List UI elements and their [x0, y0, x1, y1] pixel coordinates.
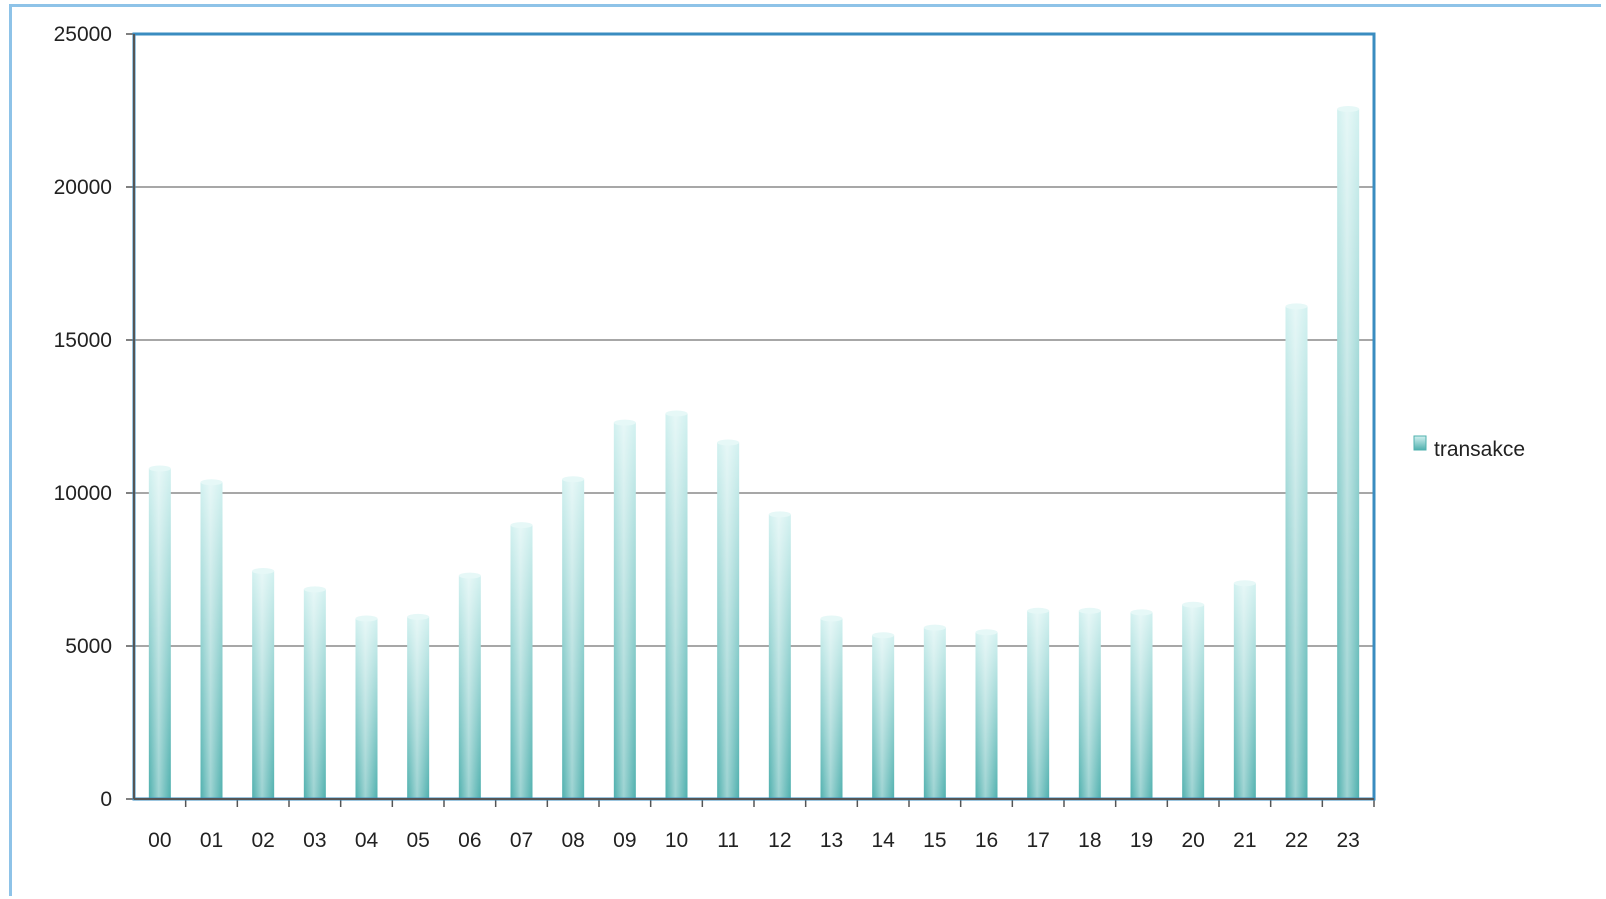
x-tick-label: 01 [200, 829, 223, 852]
bar-cap [355, 615, 378, 622]
bar-highlight [665, 413, 688, 799]
bar-cap [820, 615, 843, 622]
x-tick-label: 00 [148, 829, 171, 852]
bars [148, 105, 1360, 800]
bar-highlight [1130, 612, 1153, 799]
bar-highlight [1285, 306, 1308, 799]
y-tick-label: 0 [100, 788, 112, 811]
bar-cap [975, 629, 998, 636]
x-tick-label: 05 [406, 829, 429, 852]
x-tick-label: 22 [1285, 829, 1308, 852]
bar-highlight [923, 627, 946, 799]
gridlines [134, 186, 1374, 647]
bar-cap [665, 410, 688, 417]
bar-cap [510, 522, 533, 529]
bar-highlight [355, 618, 378, 799]
bar-cap [252, 568, 275, 575]
x-tick-label: 13 [820, 829, 843, 852]
y-tick-label: 5000 [65, 635, 112, 658]
bar-cap [1182, 601, 1205, 608]
y-tick-label: 15000 [54, 329, 112, 352]
bar-highlight [872, 635, 895, 799]
bar-cap [872, 632, 895, 639]
bar-highlight [717, 442, 740, 799]
x-tick-label: 12 [768, 829, 791, 852]
bar-highlight [975, 632, 998, 799]
bar-highlight [768, 514, 791, 799]
x-tick-label: 19 [1130, 829, 1153, 852]
bar-cap [562, 476, 585, 483]
bar-cap [1233, 580, 1256, 587]
bar-cap [148, 465, 171, 472]
x-tick-label: 21 [1233, 829, 1256, 852]
bar-highlight [148, 468, 171, 799]
y-tick-label: 10000 [54, 482, 112, 505]
bar-cap [1027, 607, 1050, 614]
bar-highlight [1078, 610, 1101, 799]
bar-highlight [1027, 610, 1050, 799]
x-tick-label: 18 [1078, 829, 1101, 852]
bar-highlight [200, 482, 223, 799]
x-tick-label: 20 [1181, 829, 1204, 852]
x-tick-label: 16 [975, 829, 998, 852]
x-tick-label: 07 [510, 829, 533, 852]
legend-label: transakce [1434, 438, 1525, 461]
bar-highlight [510, 525, 533, 799]
bar-cap [1130, 609, 1153, 616]
x-tick-label: 09 [613, 829, 636, 852]
bar-highlight [562, 479, 585, 799]
x-tick-label: 02 [251, 829, 274, 852]
x-tick-label: 04 [355, 829, 379, 852]
x-tick-label: 03 [303, 829, 326, 852]
axes [126, 32, 1376, 807]
bar-highlight [1182, 604, 1205, 799]
x-tick-label: 15 [923, 829, 946, 852]
bar-cap [1337, 105, 1360, 112]
bar-highlight [820, 618, 843, 799]
x-tick-label: 23 [1336, 829, 1359, 852]
bar-highlight [252, 571, 275, 799]
bar-cap [458, 572, 481, 579]
legend: transakce [1413, 435, 1525, 461]
x-tick-label: 08 [561, 829, 584, 852]
bar-highlight [407, 616, 430, 799]
bar-cap [303, 586, 326, 593]
bar-cap [200, 479, 223, 486]
x-tick-label: 17 [1026, 829, 1049, 852]
x-tick-label: 06 [458, 829, 481, 852]
bar-cap [1078, 607, 1101, 614]
bar-cap [407, 613, 430, 620]
bar-highlight [303, 589, 326, 799]
bar-cap [1285, 303, 1308, 310]
y-tick-label: 25000 [54, 23, 112, 46]
x-tick-label: 14 [871, 829, 895, 852]
bar-highlight [1337, 108, 1360, 800]
bar-cap [923, 624, 946, 631]
tick-labels: 0 5000 10000 15000 20000 25000 00 01 02 03 04 05 06 0… [54, 23, 1360, 852]
x-tick-label: 11 [717, 829, 739, 852]
bar-cap [768, 511, 791, 518]
x-tick-label: 10 [665, 829, 688, 852]
bar-highlight [1233, 583, 1256, 799]
chart-frame [9, 4, 1601, 896]
bar-cap [613, 419, 636, 426]
bar-cap [717, 439, 740, 446]
bar-highlight [613, 422, 636, 799]
bar-highlight [458, 575, 481, 799]
legend-swatch [1413, 435, 1427, 451]
y-tick-label: 20000 [54, 176, 112, 199]
